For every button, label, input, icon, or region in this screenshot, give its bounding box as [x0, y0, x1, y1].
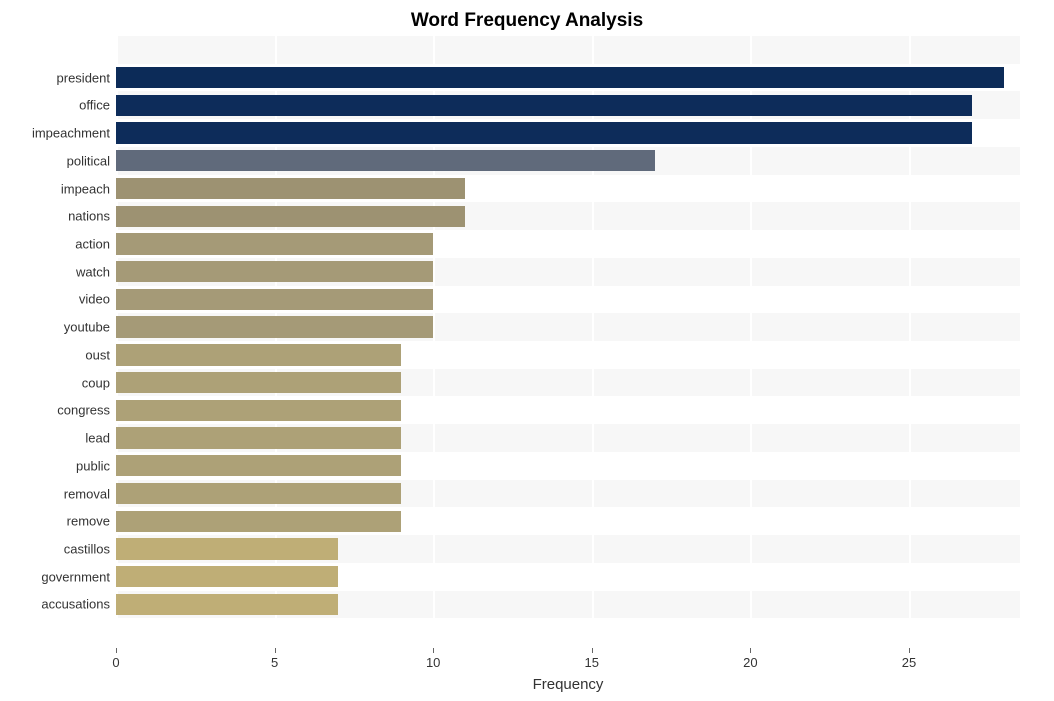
bar-row — [116, 344, 1020, 365]
y-tick-label: coup — [82, 375, 110, 390]
bar — [116, 95, 972, 116]
y-tick-label: president — [57, 70, 110, 85]
bar-row — [116, 455, 1020, 476]
y-tick-label: nations — [68, 209, 110, 224]
y-tick-label: castillos — [64, 541, 110, 556]
bar-row — [116, 483, 1020, 504]
y-tick-label: remove — [67, 514, 110, 529]
y-tick-label: office — [79, 98, 110, 113]
x-tick — [592, 648, 593, 653]
bar-row — [116, 233, 1020, 254]
y-tick-label: watch — [76, 264, 110, 279]
bar — [116, 178, 465, 199]
bar — [116, 511, 401, 532]
bar-row — [116, 316, 1020, 337]
bar — [116, 233, 433, 254]
y-tick-label: action — [75, 236, 110, 251]
y-tick-label: political — [67, 153, 110, 168]
bar — [116, 566, 338, 587]
x-tick — [909, 648, 910, 653]
bar — [116, 372, 401, 393]
bar — [116, 594, 338, 615]
x-tick — [275, 648, 276, 653]
x-tick — [116, 648, 117, 653]
bar — [116, 538, 338, 559]
x-tick-label: 10 — [426, 655, 440, 670]
bars-layer — [116, 36, 1020, 646]
bar — [116, 150, 655, 171]
bar-row — [116, 538, 1020, 559]
bar-row — [116, 178, 1020, 199]
bar — [116, 344, 401, 365]
bar-row — [116, 566, 1020, 587]
bar-row — [116, 67, 1020, 88]
bar — [116, 455, 401, 476]
bar-row — [116, 206, 1020, 227]
bar-row — [116, 122, 1020, 143]
bar — [116, 427, 401, 448]
y-tick-label: accusations — [41, 597, 110, 612]
y-tick-label: government — [41, 569, 110, 584]
x-tick-label: 5 — [271, 655, 278, 670]
x-tick-label: 25 — [902, 655, 916, 670]
bar — [116, 261, 433, 282]
y-tick-label: public — [76, 458, 110, 473]
bar-row — [116, 427, 1020, 448]
word-frequency-chart: Word Frequency Analysis president office i… — [0, 0, 1054, 701]
bar — [116, 122, 972, 143]
bar-row — [116, 511, 1020, 532]
bar — [116, 289, 433, 310]
bar — [116, 206, 465, 227]
bar-row — [116, 594, 1020, 615]
bar — [116, 400, 401, 421]
y-tick-label: oust — [85, 347, 110, 362]
x-tick — [750, 648, 751, 653]
plot-area — [116, 36, 1020, 646]
bar-row — [116, 289, 1020, 310]
y-tick-label: video — [79, 292, 110, 307]
y-tick-label: lead — [85, 431, 110, 446]
x-tick-label: 15 — [585, 655, 599, 670]
x-tick — [433, 648, 434, 653]
bar — [116, 67, 1004, 88]
bar-row — [116, 150, 1020, 171]
y-tick-label: youtube — [64, 320, 110, 335]
bar-row — [116, 400, 1020, 421]
y-tick-label: congress — [57, 403, 110, 418]
y-axis-labels: president office impeachment political impea… — [0, 36, 116, 646]
x-tick-label: 0 — [112, 655, 119, 670]
x-axis: 0510152025 — [116, 648, 1020, 676]
chart-title: Word Frequency Analysis — [12, 10, 1042, 32]
bar-row — [116, 261, 1020, 282]
y-tick-label: removal — [64, 486, 110, 501]
bar-row — [116, 372, 1020, 393]
y-tick-label: impeach — [61, 181, 110, 196]
bar — [116, 483, 401, 504]
y-tick-label: impeachment — [32, 126, 110, 141]
bar-row — [116, 95, 1020, 116]
x-axis-title: Frequency — [533, 676, 604, 693]
x-tick-label: 20 — [743, 655, 757, 670]
bar — [116, 316, 433, 337]
